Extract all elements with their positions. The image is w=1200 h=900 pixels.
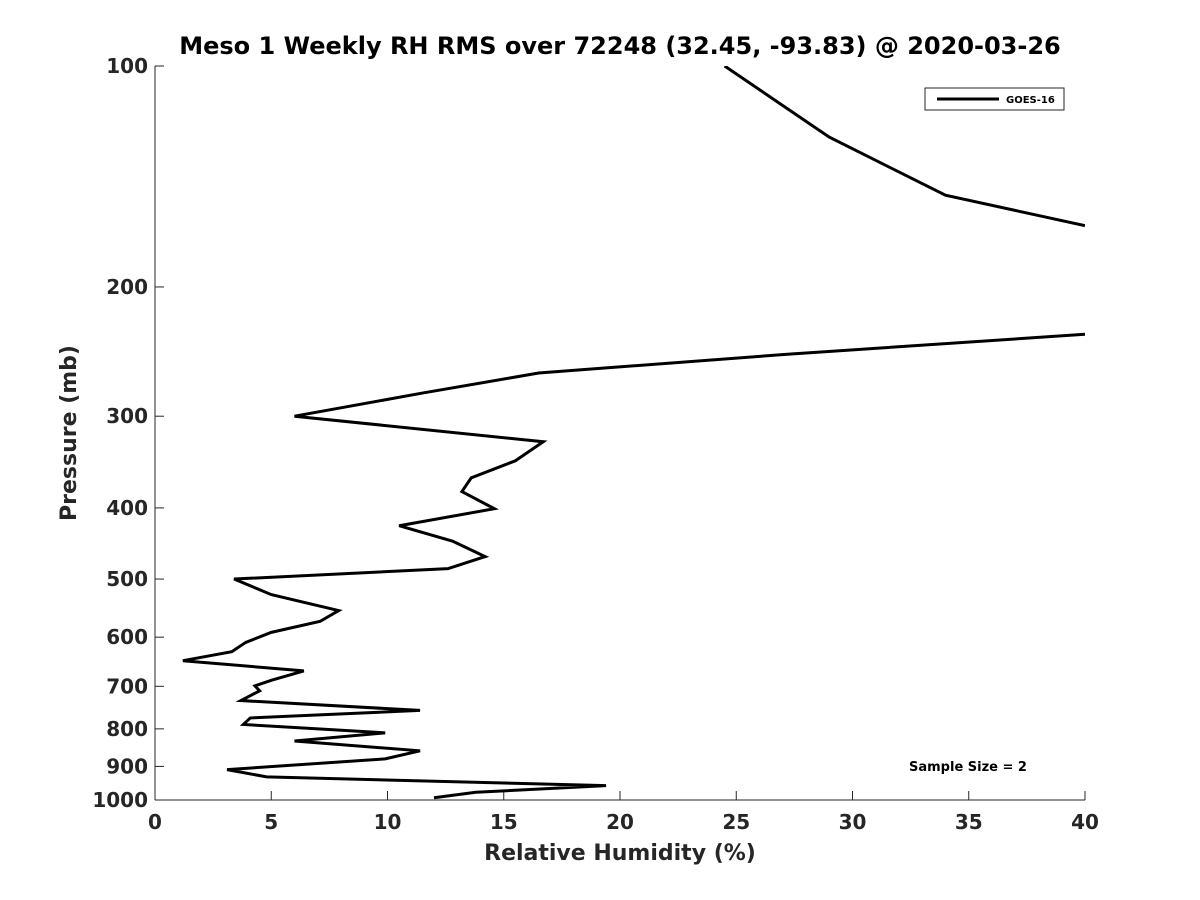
y-tick-label: 700 [106,674,148,698]
series-line-segment [723,66,1085,228]
series-line-segment [182,332,1085,800]
sample-size-annotation: Sample Size = 2 [909,760,1027,775]
y-tick-label: 200 [106,275,148,299]
y-axis-title: Pressure (mb) [57,345,82,521]
x-tick-label: 35 [955,810,983,834]
x-axis-title: Relative Humidity (%) [484,841,756,866]
series-lines [182,66,1085,800]
legend: GOES-16 [924,87,1065,111]
y-tick-label: 600 [106,625,148,649]
y-tick-label: 100 [106,54,148,78]
axes [154,66,1085,801]
x-tick-label: 15 [490,810,518,834]
x-tick-label: 5 [264,810,278,834]
x-tick-label: 0 [148,810,162,834]
y-tick-label: 800 [106,717,148,741]
chart-title: Meso 1 Weekly RH RMS over 72248 (32.45, … [179,32,1061,60]
x-tick-label: 30 [839,810,867,834]
legend-label-goes16: GOES-16 [1006,95,1055,106]
y-tick-label: 500 [106,567,148,591]
y-tick-label: 1000 [92,788,148,812]
x-tick-label: 10 [374,810,402,834]
x-tick-label: 20 [606,810,634,834]
y-tick-label: 900 [106,754,148,778]
x-tick-label: 40 [1071,810,1099,834]
y-tick-label: 400 [106,496,148,520]
y-tick-label: 300 [106,404,148,428]
x-axis-ticks: 0 5 10 15 20 25 30 35 40 [148,791,1099,834]
y-axis-ticks: 100 200 300 400 500 600 700 800 900 1000 [92,54,164,812]
x-tick-label: 25 [722,810,750,834]
